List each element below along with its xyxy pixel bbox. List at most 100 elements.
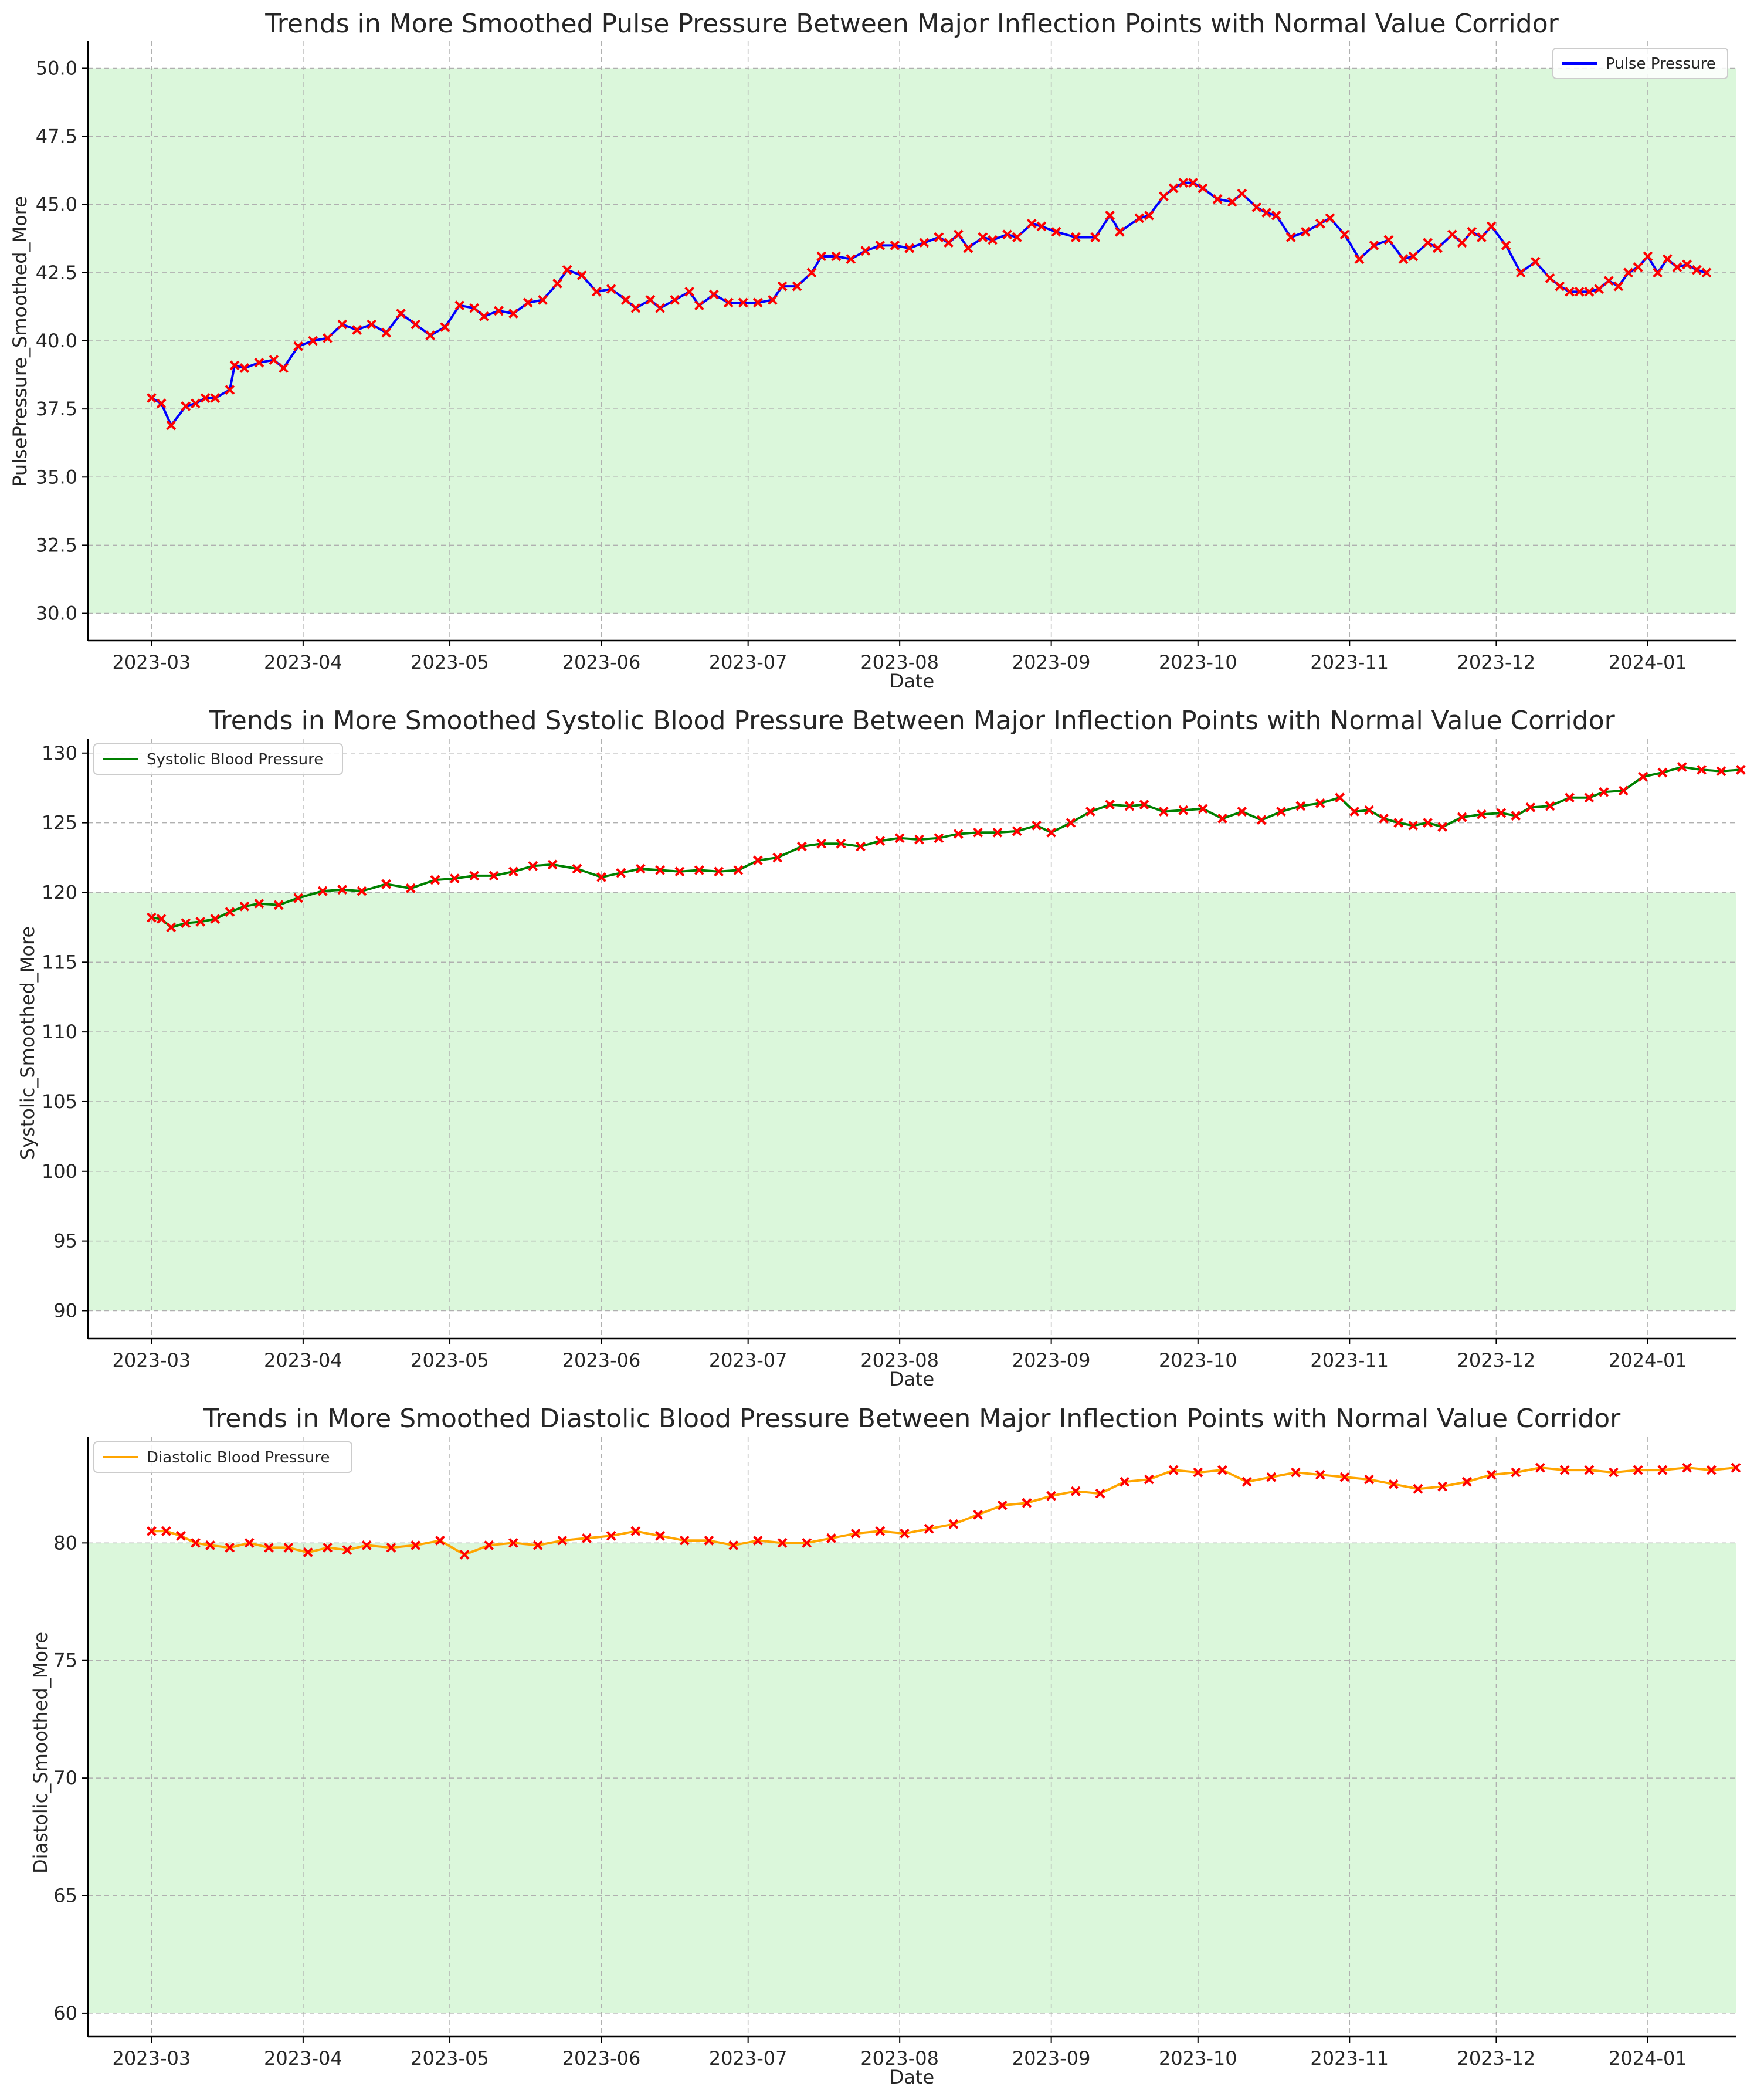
inflection-point-marker	[528, 861, 538, 871]
inflection-point-marker	[1638, 771, 1648, 782]
x-tick-label: 2023-10	[1159, 651, 1237, 673]
inflection-point-marker	[620, 294, 631, 305]
inflection-point-marker	[694, 865, 704, 875]
inflection-point-marker	[1012, 232, 1022, 242]
inflection-point-marker	[806, 267, 817, 278]
inflection-point-marker	[1408, 251, 1419, 262]
inflection-point-marker	[890, 240, 900, 250]
inflection-point-marker	[1735, 764, 1746, 775]
inflection-point-marker	[1559, 1465, 1570, 1475]
inflection-point-marker	[1457, 238, 1467, 248]
inflection-point-marker	[1535, 1462, 1545, 1473]
inflection-point-marker	[1178, 178, 1189, 188]
inflection-point-marker	[1515, 267, 1526, 278]
inflection-point-marker	[679, 1535, 690, 1546]
inflection-point-marker	[1609, 1467, 1619, 1478]
inflection-point-marker	[156, 914, 167, 924]
inflection-point-marker	[1198, 183, 1208, 194]
inflection-point-marker	[1032, 820, 1042, 831]
inflection-point-marker	[944, 238, 954, 248]
inflection-point-marker	[1339, 1472, 1350, 1482]
inflection-point-marker	[1271, 210, 1281, 221]
inflection-point-marker	[166, 420, 177, 431]
inflection-point-marker	[1677, 762, 1687, 772]
inflection-point-marker	[1662, 254, 1673, 265]
inflection-point-marker	[1369, 240, 1379, 250]
inflection-point-marker	[146, 1526, 157, 1536]
inflection-point-marker	[1251, 202, 1262, 212]
inflection-point-marker	[323, 1542, 333, 1553]
inflection-point-marker	[411, 319, 421, 330]
inflection-point-marker	[1261, 208, 1271, 218]
inflection-point-marker	[704, 1535, 714, 1546]
inflection-point-marker	[1159, 807, 1169, 817]
inflection-point-marker	[1623, 267, 1633, 278]
inflection-point-marker	[596, 872, 606, 882]
pulse-pressure-y-axis-label: PulsePressure_Smoothed_More	[9, 196, 31, 487]
inflection-point-marker	[161, 1526, 171, 1536]
inflection-point-marker	[562, 265, 572, 275]
x-tick-label: 2023-04	[264, 2047, 342, 2069]
inflection-point-marker	[674, 866, 685, 877]
inflection-point-marker	[1168, 1465, 1179, 1475]
inflection-point-marker	[532, 1540, 543, 1550]
systolic-panel: Trends in More Smoothed Systolic Blood P…	[16, 706, 1746, 1390]
x-tick-label: 2023-06	[562, 2047, 641, 2069]
diastolic-y-axis-label: Diastolic_Smoothed_More	[29, 1632, 52, 1874]
inflection-point-marker	[1716, 766, 1726, 777]
inflection-point-marker	[489, 871, 499, 881]
inflection-point-marker	[934, 833, 944, 844]
series-line	[151, 766, 1741, 929]
inflection-point-marker	[1643, 251, 1653, 262]
inflection-point-marker	[244, 1537, 255, 1548]
inflection-point-marker	[538, 294, 548, 305]
inflection-point-marker	[1105, 800, 1115, 810]
inflection-point-marker	[239, 901, 250, 912]
inflection-point-marker	[1423, 818, 1433, 828]
inflection-point-marker	[1256, 815, 1267, 825]
inflection-point-marker	[655, 865, 665, 875]
inflection-point-marker	[1070, 232, 1081, 242]
inflection-point-marker	[1105, 210, 1115, 221]
inflection-point-marker	[1237, 188, 1247, 199]
inflection-point-marker	[572, 863, 582, 874]
inflection-point-marker	[836, 838, 846, 849]
inflection-point-marker	[454, 300, 465, 311]
inflection-point-marker	[1193, 1467, 1203, 1478]
inflection-point-marker	[405, 883, 416, 893]
inflection-point-marker	[616, 868, 626, 878]
inflection-point-marker	[1144, 210, 1154, 221]
inflection-point-marker	[1144, 1474, 1154, 1485]
x-tick-label: 2023-09	[1012, 2047, 1091, 2069]
inflection-point-marker	[239, 363, 250, 373]
y-tick-label: 37.5	[36, 398, 77, 420]
inflection-point-marker	[352, 325, 362, 335]
inflection-point-marker	[978, 232, 988, 242]
inflection-point-marker	[1066, 818, 1076, 828]
inflection-point-marker	[1315, 218, 1325, 229]
inflection-point-marker	[225, 385, 235, 395]
x-tick-label: 2023-08	[860, 2047, 939, 2069]
inflection-point-marker	[225, 907, 235, 917]
x-tick-label: 2023-07	[709, 2047, 788, 2069]
x-tick-label: 2024-01	[1609, 651, 1687, 673]
x-tick-label: 2023-12	[1457, 2047, 1536, 2069]
x-tick-label: 2023-12	[1457, 651, 1536, 673]
inflection-point-marker	[1398, 254, 1409, 265]
inflection-point-marker	[630, 303, 641, 313]
inflection-point-marker	[459, 1549, 470, 1560]
inflection-point-marker	[1046, 1491, 1057, 1501]
inflection-point-marker	[846, 254, 856, 265]
inflection-point-marker	[1525, 802, 1536, 812]
inflection-point-marker	[269, 355, 279, 365]
inflection-point-marker	[1124, 801, 1135, 811]
inflection-point-marker	[1139, 800, 1149, 810]
inflection-point-marker	[777, 281, 788, 292]
y-tick-label: 70	[53, 1767, 77, 1789]
x-tick-label: 2023-06	[562, 1349, 641, 1371]
y-tick-label: 35.0	[36, 466, 77, 488]
inflection-point-marker	[1633, 1465, 1643, 1475]
inflection-point-marker	[860, 246, 871, 256]
inflection-point-marker	[1188, 178, 1198, 188]
x-tick-label: 2023-07	[709, 1349, 788, 1371]
